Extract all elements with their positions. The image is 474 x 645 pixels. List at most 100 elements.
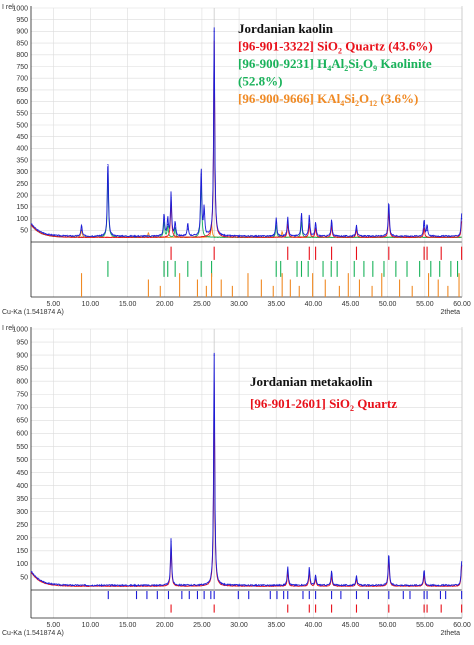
x-tick-label: 30.00 (230, 301, 248, 308)
x-tick-label: 5.00 (46, 301, 60, 308)
wavelength-label: Cu-Ka (1.541874 A) (2, 630, 64, 637)
phase-label-2: [96-900-9666] KAl4Si2O12 (3.6%) (238, 91, 418, 108)
observed-peak-point (308, 571, 310, 573)
y-tick-label: 400 (16, 146, 28, 153)
y-tick-label: 300 (16, 509, 28, 516)
x-tick-label: 50.00 (379, 301, 397, 308)
y-tick-label: 350 (16, 157, 28, 164)
y-tick-label: 350 (16, 496, 28, 503)
y-tick-label: 900 (16, 29, 28, 36)
series-quartz (30, 382, 463, 588)
wavelength-label: Cu-Ka (1.541874 A) (2, 309, 64, 316)
y-tick-label: 550 (16, 111, 28, 118)
y-tick-label: 1000 (12, 5, 28, 12)
observed-peak-point (80, 229, 83, 231)
x-tick-label: 10.00 (82, 622, 100, 629)
y-tick-label: 650 (16, 87, 28, 94)
series-observed (30, 27, 463, 238)
observed-peak-point (315, 578, 317, 581)
observed-peak-point (330, 575, 333, 577)
observed-peak-point (388, 556, 390, 558)
observed-peak-point (388, 206, 390, 208)
observed-peak-point (355, 229, 358, 231)
x-tick-label: 45.00 (342, 622, 360, 629)
y-tick-label: 100 (16, 216, 28, 223)
phase-label-1-cont: (52.8%) (238, 74, 282, 89)
y-tick-label: 200 (16, 535, 28, 542)
x-tick-label: 45.00 (342, 301, 360, 308)
y-tick-label: 950 (16, 339, 28, 346)
x-tick-label: 30.00 (230, 622, 248, 629)
observed-peak-point (423, 573, 425, 575)
y-tick-label: 900 (16, 352, 28, 359)
y-tick-label: 800 (16, 52, 28, 59)
observed-peak-point (300, 218, 303, 220)
x-tick-label: 25.00 (193, 622, 211, 629)
x-tick-label: 20.00 (156, 301, 174, 308)
x-tick-label: 15.00 (119, 622, 137, 629)
x-tick-label: 55.00 (416, 301, 434, 308)
y-tick-label: 250 (16, 522, 28, 529)
y-tick-label: 450 (16, 470, 28, 477)
x-axis-label: 2theta (441, 309, 461, 316)
x-tick-label: 35.00 (267, 301, 285, 308)
x-tick-label: 5.00 (46, 622, 60, 629)
x-tick-label: 15.00 (119, 301, 137, 308)
observed-peak-point (187, 228, 189, 230)
x-tick-label: 10.00 (82, 301, 100, 308)
y-tick-label: 250 (16, 181, 28, 188)
y-tick-label: 200 (16, 193, 28, 200)
observed-peak-point (355, 578, 358, 581)
y-tick-label: 550 (16, 444, 28, 451)
observed-peak-point (275, 222, 277, 224)
y-tick-label: 700 (16, 76, 28, 83)
phase-label-0: [96-901-3322] SiO2 Quartz (43.6%) (238, 39, 433, 56)
phase-label-1: [96-900-9231] H4Al2Si2O9 Kaolinite (238, 56, 432, 73)
annotation-title: Jordanian kaolin (238, 21, 334, 36)
observed-peak-point (174, 227, 176, 229)
x-tick-label: 25.00 (193, 301, 211, 308)
panel-top-kaolin: 50 100 150 200 250 300 350 400 450 500 550 600 650 70… (2, 4, 471, 316)
phase-label-0: [96-901-2601] SiO2 Quartz (250, 396, 397, 413)
y-tick-label: 950 (16, 17, 28, 24)
observed-peak-point (287, 221, 289, 223)
y-tick-label: 450 (16, 134, 28, 141)
y-tick-label: 300 (16, 169, 28, 176)
y-tick-label: 600 (16, 431, 28, 438)
y-tick-label: 750 (16, 64, 28, 71)
x-tick-label: 60.00 (453, 622, 471, 629)
observed-peak-point (163, 219, 165, 221)
x-tick-label: 60.00 (453, 301, 471, 308)
y-tick-label: 150 (16, 204, 28, 211)
observed-peak-point (167, 223, 169, 226)
observed-peak-point (213, 354, 215, 356)
observed-peak-point (203, 213, 205, 215)
observed-peak-point (330, 225, 333, 227)
y-tick-label: 150 (16, 548, 28, 555)
y-tick-label: 750 (16, 392, 28, 399)
y-tick-label: 500 (16, 122, 28, 129)
y-tick-label: 50 (20, 574, 28, 581)
y-tick-label: 1000 (12, 326, 28, 333)
annotation-title: Jordanian metakaolin (250, 374, 373, 389)
observed-peak-point (423, 225, 425, 227)
observed-peak-point (426, 229, 428, 231)
y-tick-label: 700 (16, 405, 28, 412)
y-tick-label: 800 (16, 379, 28, 386)
observed-peak-point (461, 564, 463, 566)
x-tick-label: 20.00 (156, 622, 174, 629)
observed-peak-point (170, 196, 172, 199)
y-axis-label: I rel. (2, 4, 16, 11)
observed-peak-point (461, 218, 463, 220)
observed-peak-point (315, 227, 317, 229)
y-tick-label: 500 (16, 457, 28, 464)
series-observed (30, 352, 463, 588)
panel-bottom-metakaolin: 50 100 150 200 250 300 350 400 450 500 550 600 650 70… (2, 325, 471, 637)
y-tick-label: 100 (16, 561, 28, 568)
observed-peak-point (287, 569, 289, 572)
x-axis-label: 2theta (441, 630, 461, 637)
y-tick-label: 850 (16, 40, 28, 47)
observed-peak-point (308, 220, 310, 222)
y-axis-label: I rel. (2, 325, 16, 332)
